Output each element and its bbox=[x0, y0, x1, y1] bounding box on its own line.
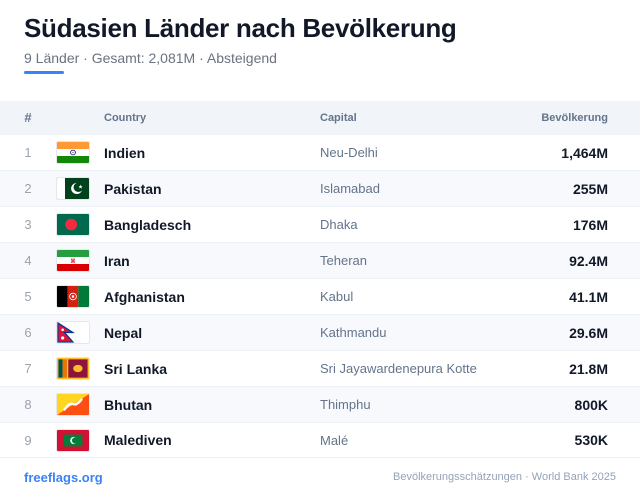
page-title: Südasien Länder nach Bevölkerung bbox=[24, 13, 457, 43]
table-row: 5 Afghanistan Kabul 41.1M bbox=[0, 278, 640, 314]
row-country: Iran bbox=[104, 252, 130, 269]
row-country: Bangladesch bbox=[104, 216, 192, 233]
bangladesh-flag-icon bbox=[56, 213, 90, 236]
table-header: # Country Capital Bevölkerung bbox=[0, 101, 640, 134]
row-rank: 9 bbox=[24, 432, 32, 448]
row-country: Sri Lanka bbox=[104, 360, 168, 377]
header-rank: # bbox=[24, 110, 32, 125]
pakistan-flag-icon bbox=[56, 177, 90, 200]
source-note: Bevölkerungsschätzungen · World Bank 202… bbox=[393, 471, 616, 483]
row-population: 21.8M bbox=[569, 360, 608, 377]
population-table: # Country Capital Bevölkerung 1 Indien N… bbox=[0, 101, 640, 458]
row-rank: 3 bbox=[24, 217, 32, 232]
header-capital: Capital bbox=[320, 111, 357, 124]
header-country: Country bbox=[104, 111, 147, 124]
row-capital: Teheran bbox=[320, 253, 367, 268]
page-subtitle: 9 Länder · Gesamt: 2,081M · Absteigend bbox=[24, 50, 277, 66]
row-capital: Sri Jayawardenepura Kotte bbox=[320, 361, 477, 376]
table-row: 8 Bhutan Thimphu 800K bbox=[0, 386, 640, 422]
header-population: Bevölkerung bbox=[541, 111, 608, 124]
row-capital: Dhaka bbox=[320, 217, 358, 232]
table-row: 7 Sri Lanka Sri Jayawardenepura Kotte 21… bbox=[0, 350, 640, 386]
row-capital: Malé bbox=[320, 432, 349, 448]
row-capital: Kathmandu bbox=[320, 325, 387, 340]
row-capital: Kabul bbox=[320, 289, 354, 304]
row-rank: 7 bbox=[24, 361, 32, 376]
row-population: 255M bbox=[572, 180, 608, 197]
row-population: 530K bbox=[574, 432, 608, 448]
row-country: Malediven bbox=[104, 432, 172, 448]
row-rank: 4 bbox=[24, 253, 32, 268]
india-flag-icon bbox=[56, 141, 90, 164]
row-population: 800K bbox=[574, 396, 608, 413]
table-row: 2 Pakistan Islamabad 255M bbox=[0, 170, 640, 206]
row-population: 92.4M bbox=[569, 252, 608, 269]
row-rank: 2 bbox=[24, 181, 32, 196]
row-country: Indien bbox=[104, 144, 146, 161]
row-rank: 6 bbox=[24, 325, 32, 340]
row-country: Nepal bbox=[104, 324, 143, 341]
table-row: 6 Nepal Kathmandu 29.6M bbox=[0, 314, 640, 350]
row-rank: 8 bbox=[24, 397, 32, 412]
row-population: 176M bbox=[572, 216, 608, 233]
nepal-flag-icon bbox=[56, 321, 90, 344]
table-row: 3 Bangladesch Dhaka 176M bbox=[0, 206, 640, 242]
row-capital: Islamabad bbox=[320, 181, 380, 196]
row-capital: Thimphu bbox=[320, 397, 371, 412]
row-population: 1,464M bbox=[561, 144, 608, 161]
row-population: 29.6M bbox=[569, 324, 608, 341]
iran-flag-icon bbox=[56, 249, 90, 272]
table-row: 9 Malediven Malé 530K bbox=[0, 422, 640, 458]
title-underline bbox=[24, 71, 64, 74]
afghanistan-flag-icon bbox=[56, 285, 90, 308]
site-link[interactable]: freeflags.org bbox=[24, 470, 103, 485]
row-rank: 1 bbox=[24, 145, 32, 160]
sri-lanka-flag-icon bbox=[56, 357, 90, 380]
bhutan-flag-icon bbox=[56, 393, 90, 416]
table-row: 4 Iran Teheran 92.4M bbox=[0, 242, 640, 278]
row-country: Bhutan bbox=[104, 396, 153, 413]
row-country: Pakistan bbox=[104, 180, 162, 197]
row-population: 41.1M bbox=[569, 288, 608, 305]
table-row: 1 Indien Neu-Delhi 1,464M bbox=[0, 134, 640, 170]
row-capital: Neu-Delhi bbox=[320, 145, 378, 160]
row-rank: 5 bbox=[24, 289, 32, 304]
maldives-flag-icon bbox=[56, 428, 90, 452]
row-country: Afghanistan bbox=[104, 288, 185, 305]
